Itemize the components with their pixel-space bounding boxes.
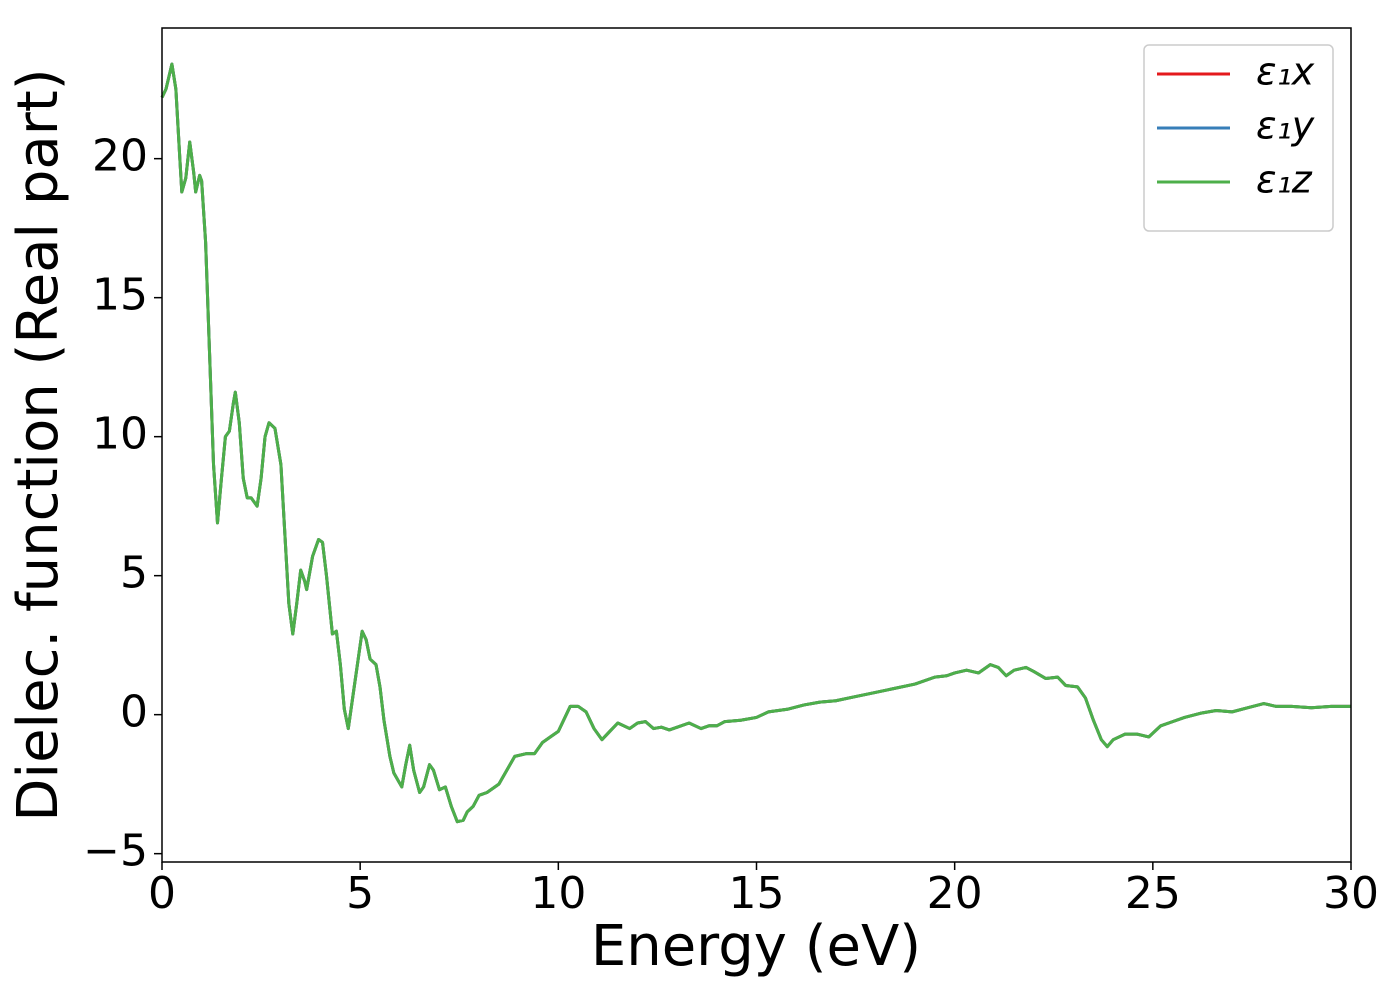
x-tick-label: 5 (346, 868, 374, 919)
y-tick-label: 10 (92, 409, 148, 460)
x-tick-label: 10 (530, 868, 586, 919)
y-tick-label: 15 (92, 270, 148, 321)
data-line (160, 62, 1351, 824)
y-tick-label: 20 (92, 131, 148, 182)
x-tick-label: 15 (729, 868, 785, 919)
x-axis-label: Energy (eV) (591, 914, 921, 979)
legend-label: ε₁z (1256, 158, 1313, 202)
x-tick-label: 0 (148, 868, 176, 919)
legend-label: ε₁y (1256, 104, 1315, 148)
x-tick-label: 20 (927, 868, 983, 919)
x-tick-label: 25 (1125, 868, 1181, 919)
x-tick-label: 30 (1323, 868, 1379, 919)
y-tick-label: −5 (83, 826, 148, 877)
y-tick-label: 5 (120, 548, 148, 599)
y-axis-label: Dielec. function (Real part) (6, 68, 71, 821)
legend-label: ε₁x (1256, 50, 1315, 94)
y-tick-label: 0 (120, 687, 148, 738)
legend-box (1143, 44, 1334, 232)
plot-frame (161, 27, 1352, 863)
